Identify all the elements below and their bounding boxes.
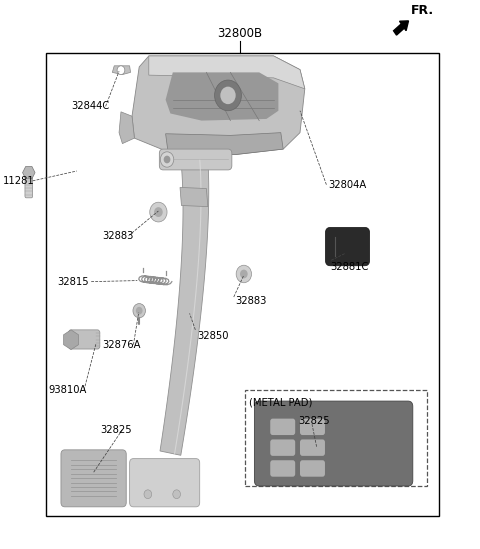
Polygon shape	[132, 56, 305, 155]
Polygon shape	[149, 56, 305, 89]
Text: 32800B: 32800B	[217, 26, 263, 40]
Circle shape	[133, 304, 145, 318]
Text: FR.: FR.	[411, 3, 434, 16]
FancyBboxPatch shape	[69, 330, 100, 349]
Text: 32876A: 32876A	[102, 340, 141, 350]
Polygon shape	[166, 133, 283, 155]
FancyBboxPatch shape	[300, 439, 325, 456]
Polygon shape	[119, 112, 134, 144]
Text: 32883: 32883	[235, 296, 266, 306]
Text: 32825: 32825	[100, 424, 132, 435]
FancyBboxPatch shape	[130, 458, 200, 507]
Circle shape	[173, 490, 180, 498]
FancyBboxPatch shape	[25, 172, 33, 198]
Polygon shape	[180, 187, 208, 206]
Circle shape	[236, 265, 252, 283]
Circle shape	[144, 490, 152, 498]
FancyBboxPatch shape	[159, 149, 232, 170]
FancyBboxPatch shape	[270, 439, 295, 456]
Circle shape	[150, 202, 167, 222]
Circle shape	[117, 66, 125, 75]
FancyBboxPatch shape	[270, 419, 295, 435]
Circle shape	[215, 80, 241, 111]
Text: 32804A: 32804A	[328, 180, 366, 190]
Circle shape	[220, 87, 236, 104]
Text: 32850: 32850	[197, 332, 228, 341]
FancyArrow shape	[394, 21, 408, 35]
Text: (METAL PAD): (METAL PAD)	[249, 397, 312, 407]
Text: 32881C: 32881C	[330, 262, 369, 272]
Polygon shape	[112, 66, 131, 75]
Circle shape	[136, 307, 143, 315]
Bar	[245, 390, 427, 486]
FancyBboxPatch shape	[300, 419, 325, 435]
Text: 32825: 32825	[299, 416, 330, 427]
Circle shape	[240, 270, 248, 278]
FancyBboxPatch shape	[300, 460, 325, 477]
Circle shape	[154, 207, 163, 217]
FancyBboxPatch shape	[325, 227, 370, 266]
FancyBboxPatch shape	[61, 450, 126, 507]
FancyBboxPatch shape	[254, 401, 413, 486]
Bar	[46, 53, 439, 516]
FancyBboxPatch shape	[270, 460, 295, 477]
Polygon shape	[160, 159, 209, 455]
Text: 32844C: 32844C	[71, 102, 109, 111]
Text: 32883: 32883	[103, 231, 134, 240]
Text: 93810A: 93810A	[48, 385, 86, 395]
Text: 11281: 11281	[2, 176, 34, 186]
Text: 32815: 32815	[58, 277, 89, 287]
Circle shape	[160, 152, 174, 167]
Circle shape	[164, 156, 170, 163]
Polygon shape	[166, 72, 278, 121]
